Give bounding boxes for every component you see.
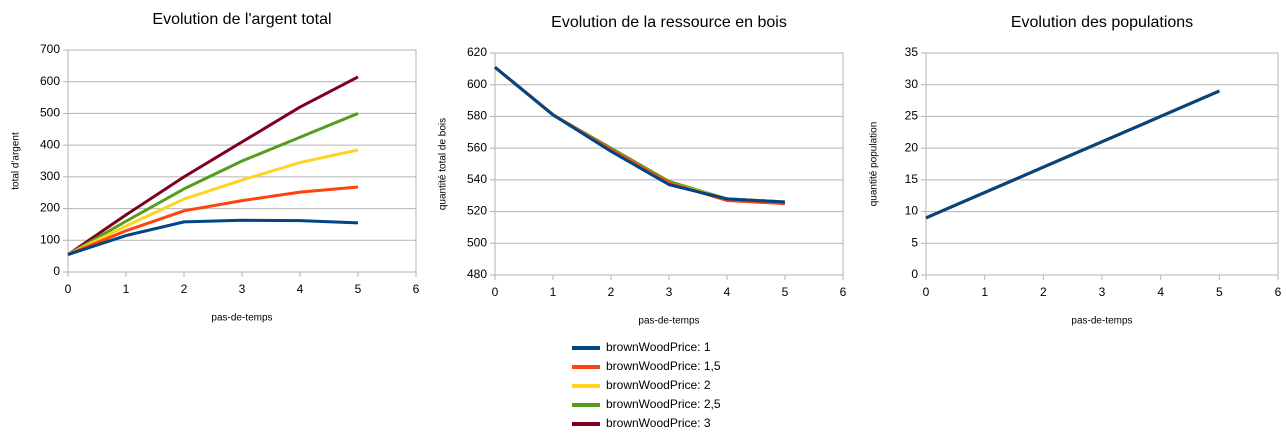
y-tick-label: 560	[467, 140, 487, 154]
x-tick-label: 6	[840, 285, 847, 299]
x-tick-label: 6	[1275, 285, 1282, 299]
chart-title: Evolution de l'argent total	[152, 11, 331, 28]
legend-label: brownWoodPrice: 3	[606, 416, 711, 430]
legend-label: brownWoodPrice: 2	[606, 378, 711, 392]
series-line	[67, 112, 359, 256]
series-line	[494, 66, 786, 204]
y-tick-label: 20	[905, 140, 919, 154]
y-tick-label: 200	[40, 201, 60, 215]
y-tick-label: 0	[911, 267, 918, 281]
x-tick-label: 3	[666, 285, 673, 299]
y-tick-label: 30	[905, 77, 919, 91]
series-line	[925, 89, 1220, 220]
x-tick-label: 1	[123, 282, 130, 296]
plot-frame	[925, 52, 1279, 276]
x-axis-label: pas-de-temps	[1071, 316, 1132, 327]
plot-frame	[494, 52, 844, 276]
y-axis-label: quantité total de bois	[438, 118, 449, 210]
y-tick-label: 0	[53, 264, 60, 278]
chart-title: Evolution des populations	[1011, 14, 1193, 31]
series-line	[67, 148, 359, 256]
x-tick-label: 2	[1040, 285, 1047, 299]
x-tick-label: 1	[550, 285, 557, 299]
y-tick-label: 600	[467, 77, 487, 91]
y-tick-label: 480	[467, 267, 487, 281]
y-tick-label: 400	[40, 137, 60, 151]
series-line	[67, 185, 359, 256]
series-line	[494, 66, 786, 204]
plot-frame	[67, 49, 417, 273]
x-tick-label: 1	[981, 285, 988, 299]
x-tick-label: 6	[413, 282, 420, 296]
x-tick-label: 0	[492, 285, 499, 299]
y-tick-label: 5	[911, 235, 918, 249]
y-tick-label: 15	[905, 172, 919, 186]
x-axis-label: pas-de-temps	[211, 313, 272, 324]
series-line	[494, 66, 786, 204]
x-tick-label: 4	[297, 282, 304, 296]
y-tick-label: 600	[40, 74, 60, 88]
y-tick-label: 35	[905, 45, 919, 59]
y-tick-label: 700	[40, 42, 60, 56]
y-tick-label: 540	[467, 172, 487, 186]
x-tick-label: 3	[1099, 285, 1106, 299]
legend-label: brownWoodPrice: 2,5	[606, 397, 721, 411]
x-tick-label: 4	[724, 285, 731, 299]
x-tick-label: 2	[608, 285, 615, 299]
x-tick-label: 3	[239, 282, 246, 296]
y-tick-label: 500	[40, 106, 60, 120]
legend-label: brownWoodPrice: 1,5	[606, 359, 721, 373]
y-tick-label: 620	[467, 45, 487, 59]
x-tick-label: 5	[1216, 285, 1223, 299]
y-tick-label: 300	[40, 169, 60, 183]
x-tick-label: 2	[181, 282, 188, 296]
y-axis-label: total d'argent	[11, 132, 22, 190]
x-tick-label: 0	[65, 282, 72, 296]
y-axis-label: quantité population	[869, 122, 880, 207]
series-line	[67, 75, 359, 256]
y-tick-label: 500	[467, 235, 487, 249]
y-tick-label: 25	[905, 109, 919, 123]
x-tick-label: 5	[782, 285, 789, 299]
series-line	[67, 218, 359, 256]
y-tick-label: 520	[467, 204, 487, 218]
x-axis-label: pas-de-temps	[638, 316, 699, 327]
x-tick-label: 4	[1157, 285, 1164, 299]
x-tick-label: 0	[923, 285, 930, 299]
legend-label: brownWoodPrice: 1	[606, 340, 711, 354]
y-tick-label: 100	[40, 232, 60, 246]
y-tick-label: 10	[905, 204, 919, 218]
series-line	[494, 66, 786, 204]
y-tick-label: 580	[467, 109, 487, 123]
x-tick-label: 5	[355, 282, 362, 296]
chart-title: Evolution de la ressource en bois	[551, 14, 787, 31]
series-line	[494, 66, 786, 206]
